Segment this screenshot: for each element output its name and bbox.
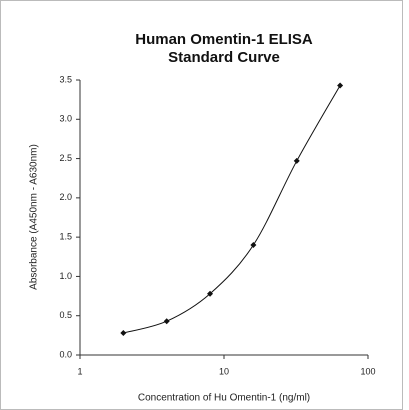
y-tick-label: 0.5 [59, 310, 72, 320]
point [207, 290, 214, 297]
y-tick-label: 2.0 [59, 192, 72, 202]
point [163, 318, 170, 325]
x-axis-title: Concentration of Hu Omentin-1 (ng/ml) [138, 393, 310, 404]
y-tick-label: 3.5 [59, 74, 72, 84]
y-tick-label: 0.0 [59, 349, 72, 359]
y-axis-title: Absorbance (A450nm - A630nm) [29, 144, 40, 290]
y-tick-label: 3.0 [59, 114, 72, 124]
point [337, 82, 344, 89]
x-tick-label: 1 [77, 366, 82, 376]
y-tick-label: 1.0 [59, 271, 72, 281]
chart-subtitle: Standard Curve [168, 49, 280, 66]
chart-title: Human Omentin-1 ELISA [135, 31, 313, 48]
x-tick-label: 100 [360, 366, 375, 376]
point [293, 157, 300, 164]
x-tick-label: 10 [219, 366, 229, 376]
point [120, 330, 127, 336]
y-tick-label: 1.5 [59, 232, 72, 242]
curve [123, 85, 341, 334]
y-tick-label: 2.5 [59, 153, 72, 163]
point [250, 242, 257, 248]
